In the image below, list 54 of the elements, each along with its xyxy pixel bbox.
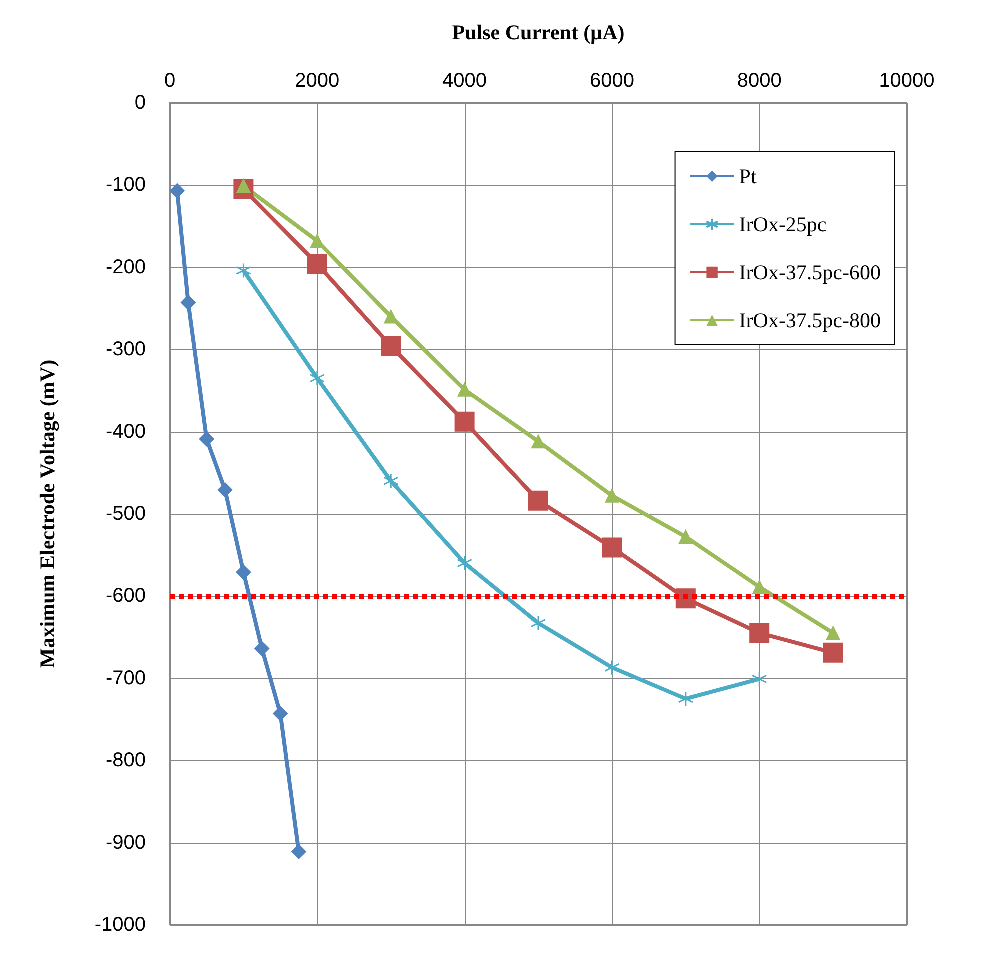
point <box>254 641 270 656</box>
point <box>310 370 326 386</box>
point <box>528 490 548 511</box>
y-tick-label: 0 <box>134 92 146 114</box>
y-tick-label: -300 <box>106 338 146 361</box>
point <box>454 412 475 432</box>
point <box>457 556 473 572</box>
x-axis-title: Pulse Current (μA) <box>452 20 625 44</box>
point <box>530 616 546 632</box>
y-tick-label: -200 <box>106 256 146 278</box>
y-tick-label: -900 <box>106 832 146 854</box>
point <box>383 473 399 489</box>
point <box>291 844 306 860</box>
point <box>604 660 620 676</box>
x-tick-label: 6000 <box>590 70 634 92</box>
point <box>752 671 768 687</box>
point <box>826 626 840 640</box>
point <box>750 623 770 644</box>
legend-label: IrOx-37.5pc-600 <box>739 260 882 284</box>
y-tick-label: -100 <box>106 174 146 196</box>
y-tick-label: -700 <box>106 667 146 690</box>
point <box>678 530 693 544</box>
point <box>678 691 694 707</box>
point <box>384 310 398 324</box>
point <box>236 564 252 580</box>
y-tick-label: -800 <box>106 750 146 772</box>
point <box>199 432 214 447</box>
y-tick-label: -1000 <box>94 914 146 936</box>
point <box>458 382 472 397</box>
point <box>236 262 252 278</box>
legend-label: Pt <box>739 164 757 188</box>
point <box>532 434 546 449</box>
legend-label: IrOx-37.5pc-800 <box>739 308 882 332</box>
point <box>170 183 185 198</box>
x-tick-label: 4000 <box>442 70 488 92</box>
y-axis-title: Maximum Electrode Voltage (mV) <box>36 360 60 668</box>
y-tick-label: -600 <box>106 585 146 608</box>
point <box>381 336 402 356</box>
point <box>605 488 620 503</box>
point <box>602 538 622 558</box>
y-tick-label: -500 <box>106 503 146 525</box>
x-tick-label: 0 <box>164 70 176 92</box>
point <box>310 234 324 248</box>
point <box>307 254 328 274</box>
point <box>752 580 767 594</box>
y-tick-label: -400 <box>106 420 146 443</box>
point <box>273 706 288 722</box>
x-tick-label: 10000 <box>879 70 935 92</box>
point <box>218 482 233 498</box>
x-tick-label: 2000 <box>295 70 340 92</box>
x-tick-label: 8000 <box>737 70 782 92</box>
point <box>180 295 196 310</box>
legend-label: IrOx-25pc <box>739 212 827 236</box>
point <box>823 642 844 663</box>
